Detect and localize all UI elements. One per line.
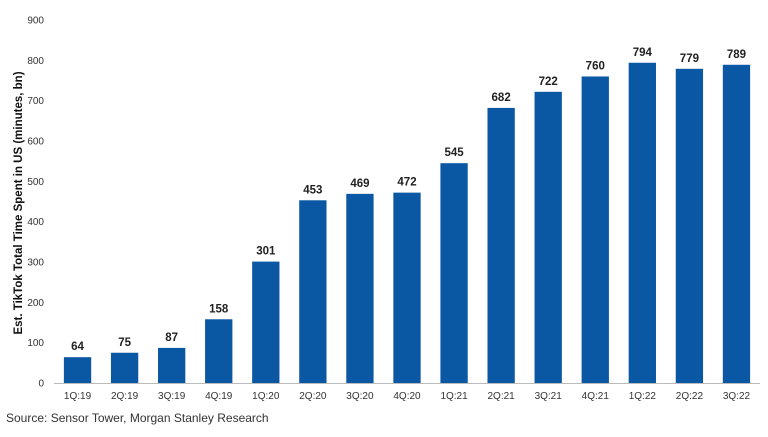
bar — [722, 64, 751, 384]
y-tick-label: 500 — [27, 177, 44, 188]
bar — [110, 352, 139, 383]
data-label: 75 — [118, 337, 131, 349]
x-tick-label: 1Q:22 — [629, 391, 657, 402]
data-label: 87 — [165, 332, 178, 344]
bar — [440, 163, 468, 383]
bar — [63, 357, 92, 383]
y-tick-label: 700 — [27, 96, 44, 107]
data-label: 794 — [633, 47, 653, 59]
x-tick-label: 3Q:21 — [535, 391, 563, 402]
x-tick-label: 1Q:19 — [64, 391, 92, 402]
bar — [581, 76, 609, 383]
x-tick-label: 1Q:20 — [252, 391, 280, 402]
data-label: 158 — [209, 303, 229, 315]
x-tick-label: 3Q:20 — [346, 391, 374, 402]
y-axis-ticks: 0 100 200 300 400 500 600 700 800 900 — [27, 16, 44, 390]
y-tick-label: 800 — [27, 56, 44, 67]
y-tick-label: 400 — [27, 217, 44, 228]
x-tick-label: 2Q:22 — [676, 391, 704, 402]
y-tick-label: 900 — [27, 16, 44, 27]
x-tick-label: 3Q:19 — [158, 391, 186, 402]
bars-group — [63, 62, 751, 384]
data-label: 64 — [71, 341, 84, 353]
y-axis-label-group: Est. TikTok Total Time Spent in US (minu… — [13, 71, 25, 334]
y-tick-label: 600 — [27, 137, 44, 148]
x-tick-label: 2Q:20 — [299, 391, 327, 402]
bar — [393, 192, 421, 383]
source-note: Source: Sensor Tower, Morgan Stanley Res… — [6, 411, 269, 425]
x-tick-label: 4Q:21 — [582, 391, 610, 402]
x-axis-ticks: 1Q:19 2Q:19 3Q:19 4Q:19 1Q:20 2Q:20 3Q:20 4Q:20… — [64, 391, 751, 402]
x-tick-label: 3Q:22 — [723, 391, 751, 402]
bar — [534, 91, 562, 383]
bar — [346, 193, 374, 383]
data-label: 545 — [444, 147, 464, 159]
data-label: 453 — [303, 184, 322, 196]
x-tick-label: 4Q:20 — [393, 391, 421, 402]
bar-chart: Est. TikTok Total Time Spent in US (minu… — [13, 16, 760, 402]
bar — [252, 261, 280, 383]
y-axis-label: Est. TikTok Total Time Spent in US (minu… — [13, 71, 25, 334]
y-tick-label: 0 — [38, 379, 44, 390]
x-tick-label: 1Q:21 — [440, 391, 468, 402]
data-label: 472 — [397, 177, 416, 189]
y-tick-label: 100 — [27, 338, 44, 349]
data-label: 779 — [680, 53, 699, 65]
bar — [675, 68, 704, 383]
bar — [299, 200, 327, 383]
x-tick-label: 4Q:19 — [205, 391, 233, 402]
data-label: 722 — [539, 76, 558, 88]
y-tick-label: 200 — [27, 298, 44, 309]
data-label: 760 — [586, 60, 605, 72]
data-label: 301 — [256, 246, 276, 258]
data-label: 682 — [492, 92, 511, 104]
data-label: 469 — [350, 178, 369, 190]
bar — [205, 319, 233, 383]
data-label: 789 — [727, 49, 746, 61]
data-labels-group: 64 75 87 158 301 453 469 472 545 682 722 760 794 779 7… — [71, 47, 746, 353]
y-tick-label: 300 — [27, 258, 44, 269]
bar — [628, 62, 656, 384]
bar — [158, 347, 186, 383]
bar — [487, 107, 515, 383]
x-tick-label: 2Q:19 — [111, 391, 139, 402]
x-tick-label: 2Q:21 — [488, 391, 516, 402]
